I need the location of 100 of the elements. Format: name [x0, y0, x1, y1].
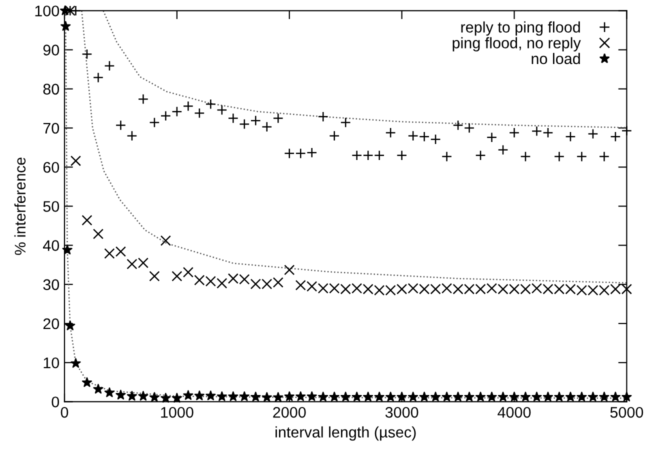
point — [296, 391, 306, 402]
line-series — [81, 10, 627, 284]
point — [216, 104, 228, 116]
point — [60, 21, 71, 31]
point — [62, 244, 72, 254]
y-axis-title: % interference — [14, 158, 26, 255]
point — [329, 130, 340, 142]
point — [262, 392, 272, 402]
point — [318, 111, 328, 122]
y-tick-label: 0 — [52, 396, 60, 408]
point — [295, 148, 306, 159]
point — [284, 391, 294, 402]
point — [126, 130, 138, 142]
point — [542, 392, 554, 402]
x-tick-label: 5000 — [610, 406, 644, 418]
point — [65, 320, 76, 330]
point — [452, 120, 464, 131]
point — [363, 392, 374, 402]
point — [93, 384, 104, 394]
point — [408, 130, 418, 142]
y-tick-label: 90 — [43, 44, 60, 56]
point — [498, 144, 508, 156]
point — [82, 214, 92, 226]
x-tick-label: 0 — [60, 406, 68, 418]
point — [329, 392, 340, 402]
y-tick-label: 40 — [43, 240, 60, 251]
point — [194, 390, 204, 400]
point — [374, 392, 384, 402]
point — [386, 392, 396, 402]
point — [520, 151, 531, 162]
x-tick-label: 1000 — [161, 406, 194, 418]
point — [138, 94, 148, 104]
y-tick-label: 10 — [44, 357, 60, 368]
point — [239, 118, 250, 130]
legend-label: ping flood, no reply — [452, 37, 581, 52]
point — [340, 117, 351, 128]
y-tick-label: 20 — [43, 318, 60, 330]
point — [172, 106, 182, 117]
point — [92, 228, 104, 240]
point — [82, 377, 92, 387]
y-tick-label: 30 — [43, 279, 60, 290]
point — [284, 264, 295, 276]
point — [273, 392, 284, 402]
point — [610, 131, 621, 142]
point — [216, 391, 227, 402]
point — [554, 392, 564, 402]
point — [172, 270, 182, 282]
point — [588, 392, 598, 402]
point — [475, 392, 486, 402]
point — [60, 5, 70, 16]
point — [362, 150, 374, 161]
y-tick-label: 100 — [35, 6, 60, 16]
legend-label: no load — [532, 52, 580, 64]
point — [104, 60, 115, 72]
point — [598, 151, 610, 162]
point — [138, 390, 148, 401]
point — [464, 392, 474, 402]
point — [160, 392, 171, 403]
point — [149, 392, 160, 402]
point — [396, 392, 407, 402]
point — [262, 122, 272, 132]
point — [206, 390, 216, 400]
y-tick-label: 70 — [43, 122, 60, 134]
point — [599, 392, 610, 402]
point — [318, 392, 328, 402]
point — [284, 148, 295, 159]
point — [194, 108, 205, 118]
point — [385, 127, 396, 138]
point — [82, 48, 92, 60]
point — [408, 392, 418, 402]
point — [182, 266, 194, 278]
x-tick-label: 4000 — [498, 406, 531, 418]
point — [183, 390, 194, 400]
point — [452, 392, 464, 402]
point — [352, 392, 362, 402]
point — [532, 392, 542, 402]
point — [228, 391, 238, 402]
y-tick-label: 80 — [43, 84, 60, 95]
point — [149, 117, 160, 128]
point — [250, 392, 261, 402]
point — [104, 387, 115, 398]
point — [306, 391, 317, 402]
x-axis-title: interval length (µsec) — [276, 426, 416, 441]
point — [340, 392, 351, 402]
point — [306, 147, 318, 158]
point — [576, 392, 587, 402]
point — [565, 131, 576, 142]
point — [126, 390, 138, 401]
point — [430, 392, 441, 402]
line-series — [102, 10, 627, 128]
point — [486, 392, 497, 402]
point — [70, 358, 81, 368]
point — [576, 151, 588, 162]
point — [160, 235, 171, 246]
point — [442, 151, 452, 162]
point — [430, 134, 441, 145]
y-tick-label: 60 — [43, 162, 60, 173]
point — [272, 112, 284, 124]
point — [475, 150, 486, 161]
point — [554, 151, 565, 162]
